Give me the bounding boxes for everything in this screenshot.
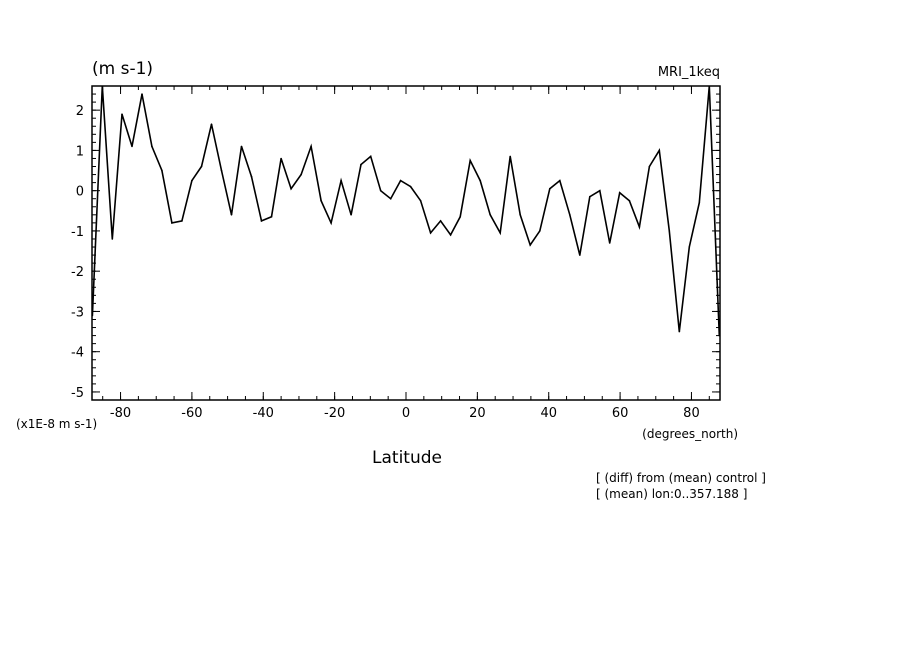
- note-line-2: [ (mean) lon:0..357.188 ]: [596, 487, 747, 501]
- data-point: [161, 169, 163, 172]
- data-point: [350, 214, 352, 216]
- tick-layer: -80 -60 -40 -20 0 20 40 60 80 2 1 0 -1 -2 -3 -4 -5: [71, 86, 720, 421]
- data-point: [539, 230, 541, 232]
- data-point: [469, 159, 472, 162]
- data-point: [608, 242, 611, 244]
- x-tick-label: 20: [469, 406, 486, 421]
- data-point: [230, 214, 233, 216]
- data-point: [200, 165, 203, 168]
- data-point: [131, 145, 133, 148]
- data-point: [638, 226, 641, 228]
- y-tick-label: 0: [76, 185, 84, 200]
- data-point: [250, 175, 253, 178]
- data-point: [340, 179, 342, 182]
- x-tick-label: -40: [253, 406, 274, 421]
- x-unit-label: (degrees_north): [642, 427, 738, 441]
- data-point: [191, 179, 193, 182]
- data-point: [648, 165, 651, 168]
- data-point: [399, 179, 402, 182]
- data-point: [369, 155, 372, 158]
- x-tick-label: 0: [402, 406, 410, 421]
- series-layer: [92, 86, 720, 337]
- data-point: [220, 169, 223, 172]
- plot-frame: [91, 85, 721, 401]
- data-point: [658, 149, 661, 152]
- data-point: [678, 330, 681, 333]
- data-point: [459, 216, 462, 218]
- data-point: [499, 232, 502, 234]
- data-point: [618, 191, 621, 194]
- data-point: [509, 155, 512, 158]
- data-point: [260, 220, 263, 222]
- data-point: [489, 214, 492, 216]
- y-tick-label: -5: [71, 386, 84, 401]
- data-point: [589, 195, 591, 198]
- data-point: [171, 222, 173, 224]
- series-line: [92, 86, 720, 336]
- data-point: [320, 199, 322, 202]
- data-point: [409, 185, 412, 188]
- data-point: [429, 232, 432, 234]
- data-point: [330, 222, 332, 224]
- data-point: [579, 254, 581, 256]
- data-point: [111, 238, 114, 240]
- y-tick-label: -4: [71, 346, 84, 361]
- data-point: [151, 145, 153, 148]
- data-point: [181, 220, 183, 222]
- data-point: [290, 187, 292, 190]
- x-tick-label: 60: [612, 406, 629, 421]
- x-tick-label: 40: [540, 406, 557, 421]
- y-tick-label: 1: [76, 144, 84, 159]
- data-point: [379, 189, 382, 192]
- x-axis-title: Latitude: [372, 448, 442, 468]
- y-tick-label: -2: [71, 265, 84, 280]
- x-tick-label: -80: [110, 406, 131, 421]
- y-tick-label: 2: [76, 104, 84, 119]
- data-point: [439, 220, 442, 222]
- data-point: [519, 214, 521, 216]
- data-point: [549, 187, 551, 190]
- data-point: [121, 113, 123, 115]
- data-point: [310, 145, 312, 148]
- data-point: [479, 179, 482, 182]
- x-tick-label: 80: [683, 406, 700, 421]
- y-tick-label: -3: [71, 305, 84, 320]
- data-point: [449, 234, 452, 236]
- data-point: [210, 123, 213, 125]
- x-tick-label: -60: [181, 406, 202, 421]
- chart-title: MRI_1keq: [658, 65, 720, 80]
- data-point: [668, 230, 671, 232]
- data-point: [559, 179, 561, 182]
- y-tick-label: -1: [71, 225, 84, 240]
- unit-label: (m s-1): [92, 59, 153, 79]
- data-point: [270, 216, 273, 218]
- data-point: [419, 199, 422, 202]
- data-point: [569, 214, 571, 216]
- data-point: [240, 145, 243, 148]
- scale-label: (x1E-8 m s-1): [16, 417, 97, 431]
- data-point: [698, 201, 701, 204]
- data-point: [628, 199, 631, 202]
- x-tick-label: -20: [324, 406, 345, 421]
- data-point: [688, 246, 691, 248]
- data-point: [599, 189, 601, 192]
- data-point: [280, 157, 282, 160]
- data-point: [300, 173, 302, 176]
- note-line-1: [ (diff) from (mean) control ]: [596, 471, 766, 485]
- data-point: [529, 244, 531, 246]
- data-point: [360, 163, 362, 166]
- data-point: [141, 93, 143, 95]
- data-point: [389, 197, 392, 200]
